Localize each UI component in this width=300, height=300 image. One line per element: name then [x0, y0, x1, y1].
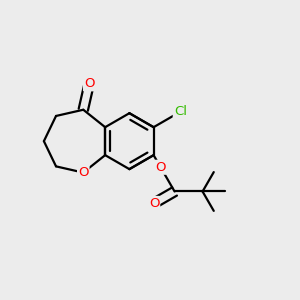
Text: Cl: Cl	[174, 105, 187, 118]
Text: O: O	[149, 197, 159, 210]
Text: O: O	[84, 77, 94, 90]
Text: O: O	[155, 161, 166, 174]
Text: O: O	[78, 166, 88, 179]
